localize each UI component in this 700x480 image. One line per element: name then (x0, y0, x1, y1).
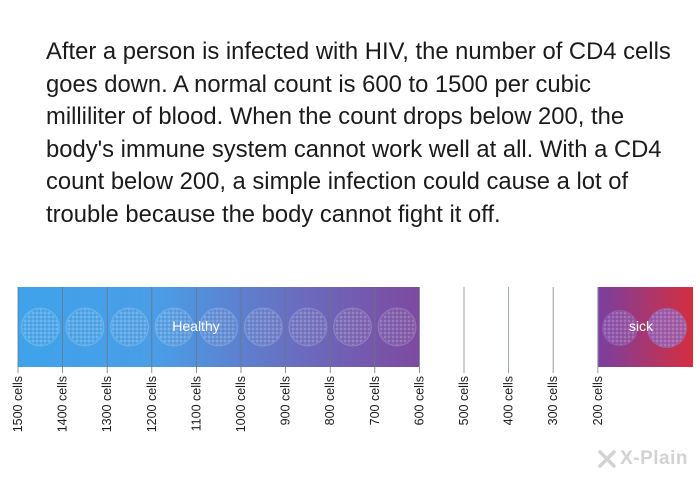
tick-label: 1100 cells (189, 376, 203, 431)
tick-label: 900 cells (279, 376, 293, 425)
sick-label: sick (629, 318, 654, 334)
explanation-paragraph: After a person is infected with HIV, the… (46, 38, 671, 228)
tick-label: 1200 cells (145, 376, 159, 432)
tick-label: 1000 cells (234, 376, 248, 432)
cd4-cell (243, 307, 283, 347)
tick-label: 1400 cells (56, 376, 70, 432)
cd4-cell (110, 307, 149, 347)
infected-cell (602, 310, 638, 346)
tick-label: 700 cells (368, 376, 382, 425)
cd4-cell (377, 307, 417, 347)
tick-label: 800 cells (323, 376, 337, 425)
cd4-cell (333, 307, 372, 347)
healthy-label: Healthy (172, 318, 219, 334)
cd4-cell (199, 307, 239, 347)
tick-label: 1500 cells (11, 376, 25, 432)
tick-label: 400 cells (502, 376, 516, 425)
logo-text: X-Plain (620, 448, 688, 469)
tick-label: 1300 cells (100, 376, 114, 432)
cd4-cell (65, 307, 105, 347)
tick-label: 300 cells (546, 376, 560, 425)
cd4-cell (288, 307, 328, 347)
cd4-cell (20, 307, 60, 347)
tick-label: 600 cells (412, 376, 426, 425)
x-plain-logo: X-Plain (597, 448, 688, 470)
cd4-cell (154, 307, 194, 347)
tick-label: 500 cells (457, 376, 471, 425)
tick-label: 200 cells (591, 376, 605, 425)
infected-cell (647, 308, 687, 348)
x-plain-logo-icon (598, 450, 616, 468)
